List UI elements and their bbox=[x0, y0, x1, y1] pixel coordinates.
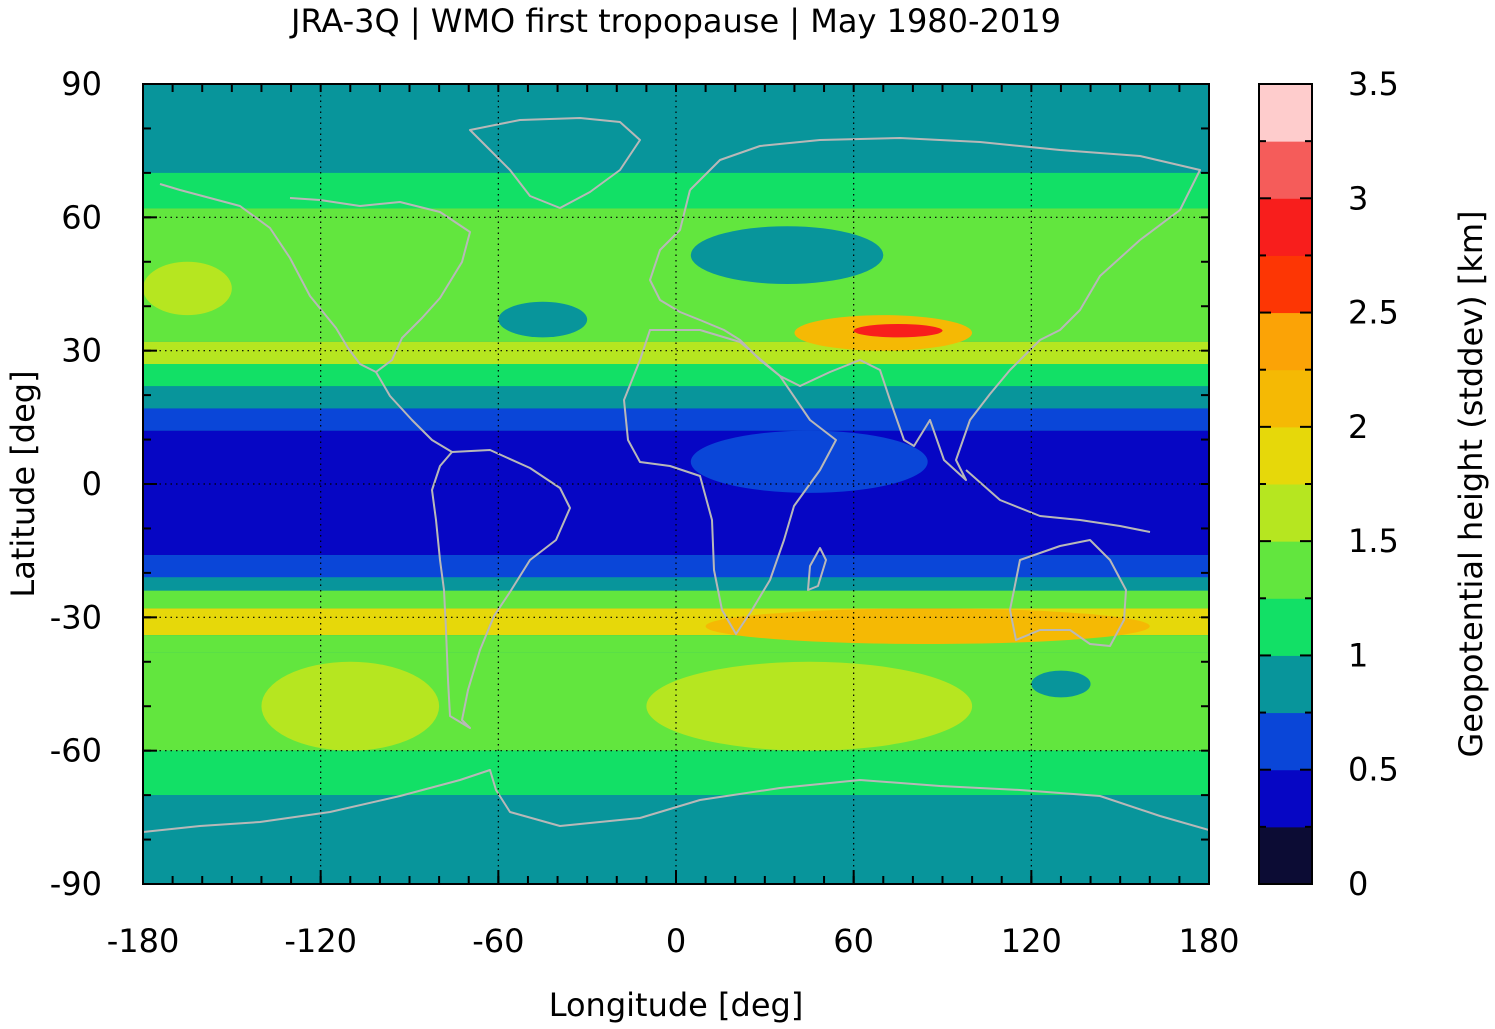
colorbar-segment bbox=[1259, 369, 1312, 428]
colorbar-segment bbox=[1259, 712, 1312, 771]
y-tick-label: -30 bbox=[50, 598, 102, 636]
heatmap-band bbox=[143, 364, 1209, 387]
heatmap-feature bbox=[143, 261, 232, 316]
heatmap-band bbox=[143, 386, 1209, 409]
colorbar-segment bbox=[1259, 255, 1312, 314]
heatmap-band bbox=[143, 341, 1209, 364]
colorbar-segment bbox=[1259, 598, 1312, 656]
colorbar-segment bbox=[1259, 826, 1312, 885]
heatmap-band bbox=[143, 577, 1209, 591]
coastline-madagascar bbox=[807, 547, 827, 591]
colorbar-tick-label: 1.5 bbox=[1348, 522, 1399, 560]
x-tick-label: -180 bbox=[107, 922, 180, 960]
coastline-north-america bbox=[159, 183, 471, 373]
y-tick-label: 90 bbox=[61, 65, 102, 103]
colorbar-tick-label: 0 bbox=[1348, 865, 1368, 903]
y-tick-label: 30 bbox=[61, 332, 102, 370]
x-tick-label: -120 bbox=[284, 922, 357, 960]
coastline-south-america bbox=[431, 449, 571, 729]
x-axis-ticks: -180 -120 -60 0 60 120 180 bbox=[107, 870, 1240, 960]
colorbar-ticks: 3.5 3 2.5 2 1.5 1 0.5 0 bbox=[1259, 65, 1399, 903]
colorbar-tick-label: 1 bbox=[1348, 636, 1368, 674]
x-tick-label: 120 bbox=[1001, 922, 1062, 960]
heatmap-band bbox=[143, 208, 1209, 284]
colorbar bbox=[1259, 84, 1312, 885]
colorbar-tick-label: 3 bbox=[1348, 179, 1368, 217]
minor-ticks bbox=[143, 84, 1209, 884]
heatmap-feature bbox=[853, 324, 943, 338]
y-axis-label: Latitude [deg] bbox=[4, 370, 42, 597]
heatmap-band bbox=[143, 590, 1209, 609]
colorbar-segment bbox=[1259, 655, 1312, 714]
heatmap-feature bbox=[646, 661, 973, 751]
colorbar-tick-label: 3.5 bbox=[1348, 65, 1399, 103]
colorbar-tick-label: 0.5 bbox=[1348, 751, 1399, 789]
plot-area bbox=[143, 84, 1209, 884]
x-tick-label: 0 bbox=[666, 922, 686, 960]
heatmap-band bbox=[143, 555, 1209, 578]
coastline-greenland bbox=[469, 117, 641, 209]
y-tick-label: -90 bbox=[50, 865, 102, 903]
x-tick-label: 60 bbox=[833, 922, 874, 960]
heatmap-feature bbox=[690, 430, 928, 493]
coastline-indonesia bbox=[965, 469, 1151, 533]
coastline-australia bbox=[1009, 539, 1127, 647]
colorbar-segment bbox=[1259, 141, 1312, 199]
x-tick-label: 180 bbox=[1178, 922, 1239, 960]
heatmap-feature bbox=[690, 226, 884, 284]
colorbar-tick-label: 2.5 bbox=[1348, 294, 1399, 332]
colorbar-segment bbox=[1259, 312, 1312, 371]
heatmap-band bbox=[143, 430, 1209, 556]
colorbar-segment bbox=[1259, 769, 1312, 828]
heatmap-band bbox=[143, 284, 1209, 342]
x-axis-label: Longitude [deg] bbox=[549, 986, 804, 1024]
colorbar-label: Geopotential height (stddev) [km] bbox=[1452, 210, 1490, 757]
colorbar-segment bbox=[1259, 84, 1312, 142]
coastlines bbox=[143, 117, 1209, 833]
coastline-antarctica bbox=[143, 769, 1209, 833]
x-tick-label: -60 bbox=[472, 922, 524, 960]
colorbar-tick-label: 2 bbox=[1348, 408, 1368, 446]
heatmap-feature bbox=[1031, 670, 1091, 698]
y-axis-ticks: 90 60 30 0 -30 -60 -90 bbox=[50, 65, 157, 903]
colorbar-segment bbox=[1259, 198, 1312, 256]
chart-title: JRA-3Q | WMO first tropopause | May 1980… bbox=[289, 2, 1061, 40]
coastline-eurasia bbox=[649, 137, 1201, 481]
coastline-central-america bbox=[375, 371, 453, 453]
heatmap-feature bbox=[705, 608, 1150, 644]
coastline-africa bbox=[623, 329, 837, 635]
colorbar-segment bbox=[1259, 484, 1312, 542]
colorbar-segment bbox=[1259, 541, 1312, 599]
heatmap-feature bbox=[498, 301, 588, 338]
colorbar-segment bbox=[1259, 426, 1312, 485]
grid bbox=[143, 84, 1209, 884]
heatmap-feature bbox=[261, 661, 440, 751]
y-tick-label: 0 bbox=[82, 465, 102, 503]
heatmap-band bbox=[143, 795, 1209, 884]
y-tick-label: -60 bbox=[50, 732, 102, 770]
y-tick-label: 60 bbox=[61, 198, 102, 236]
